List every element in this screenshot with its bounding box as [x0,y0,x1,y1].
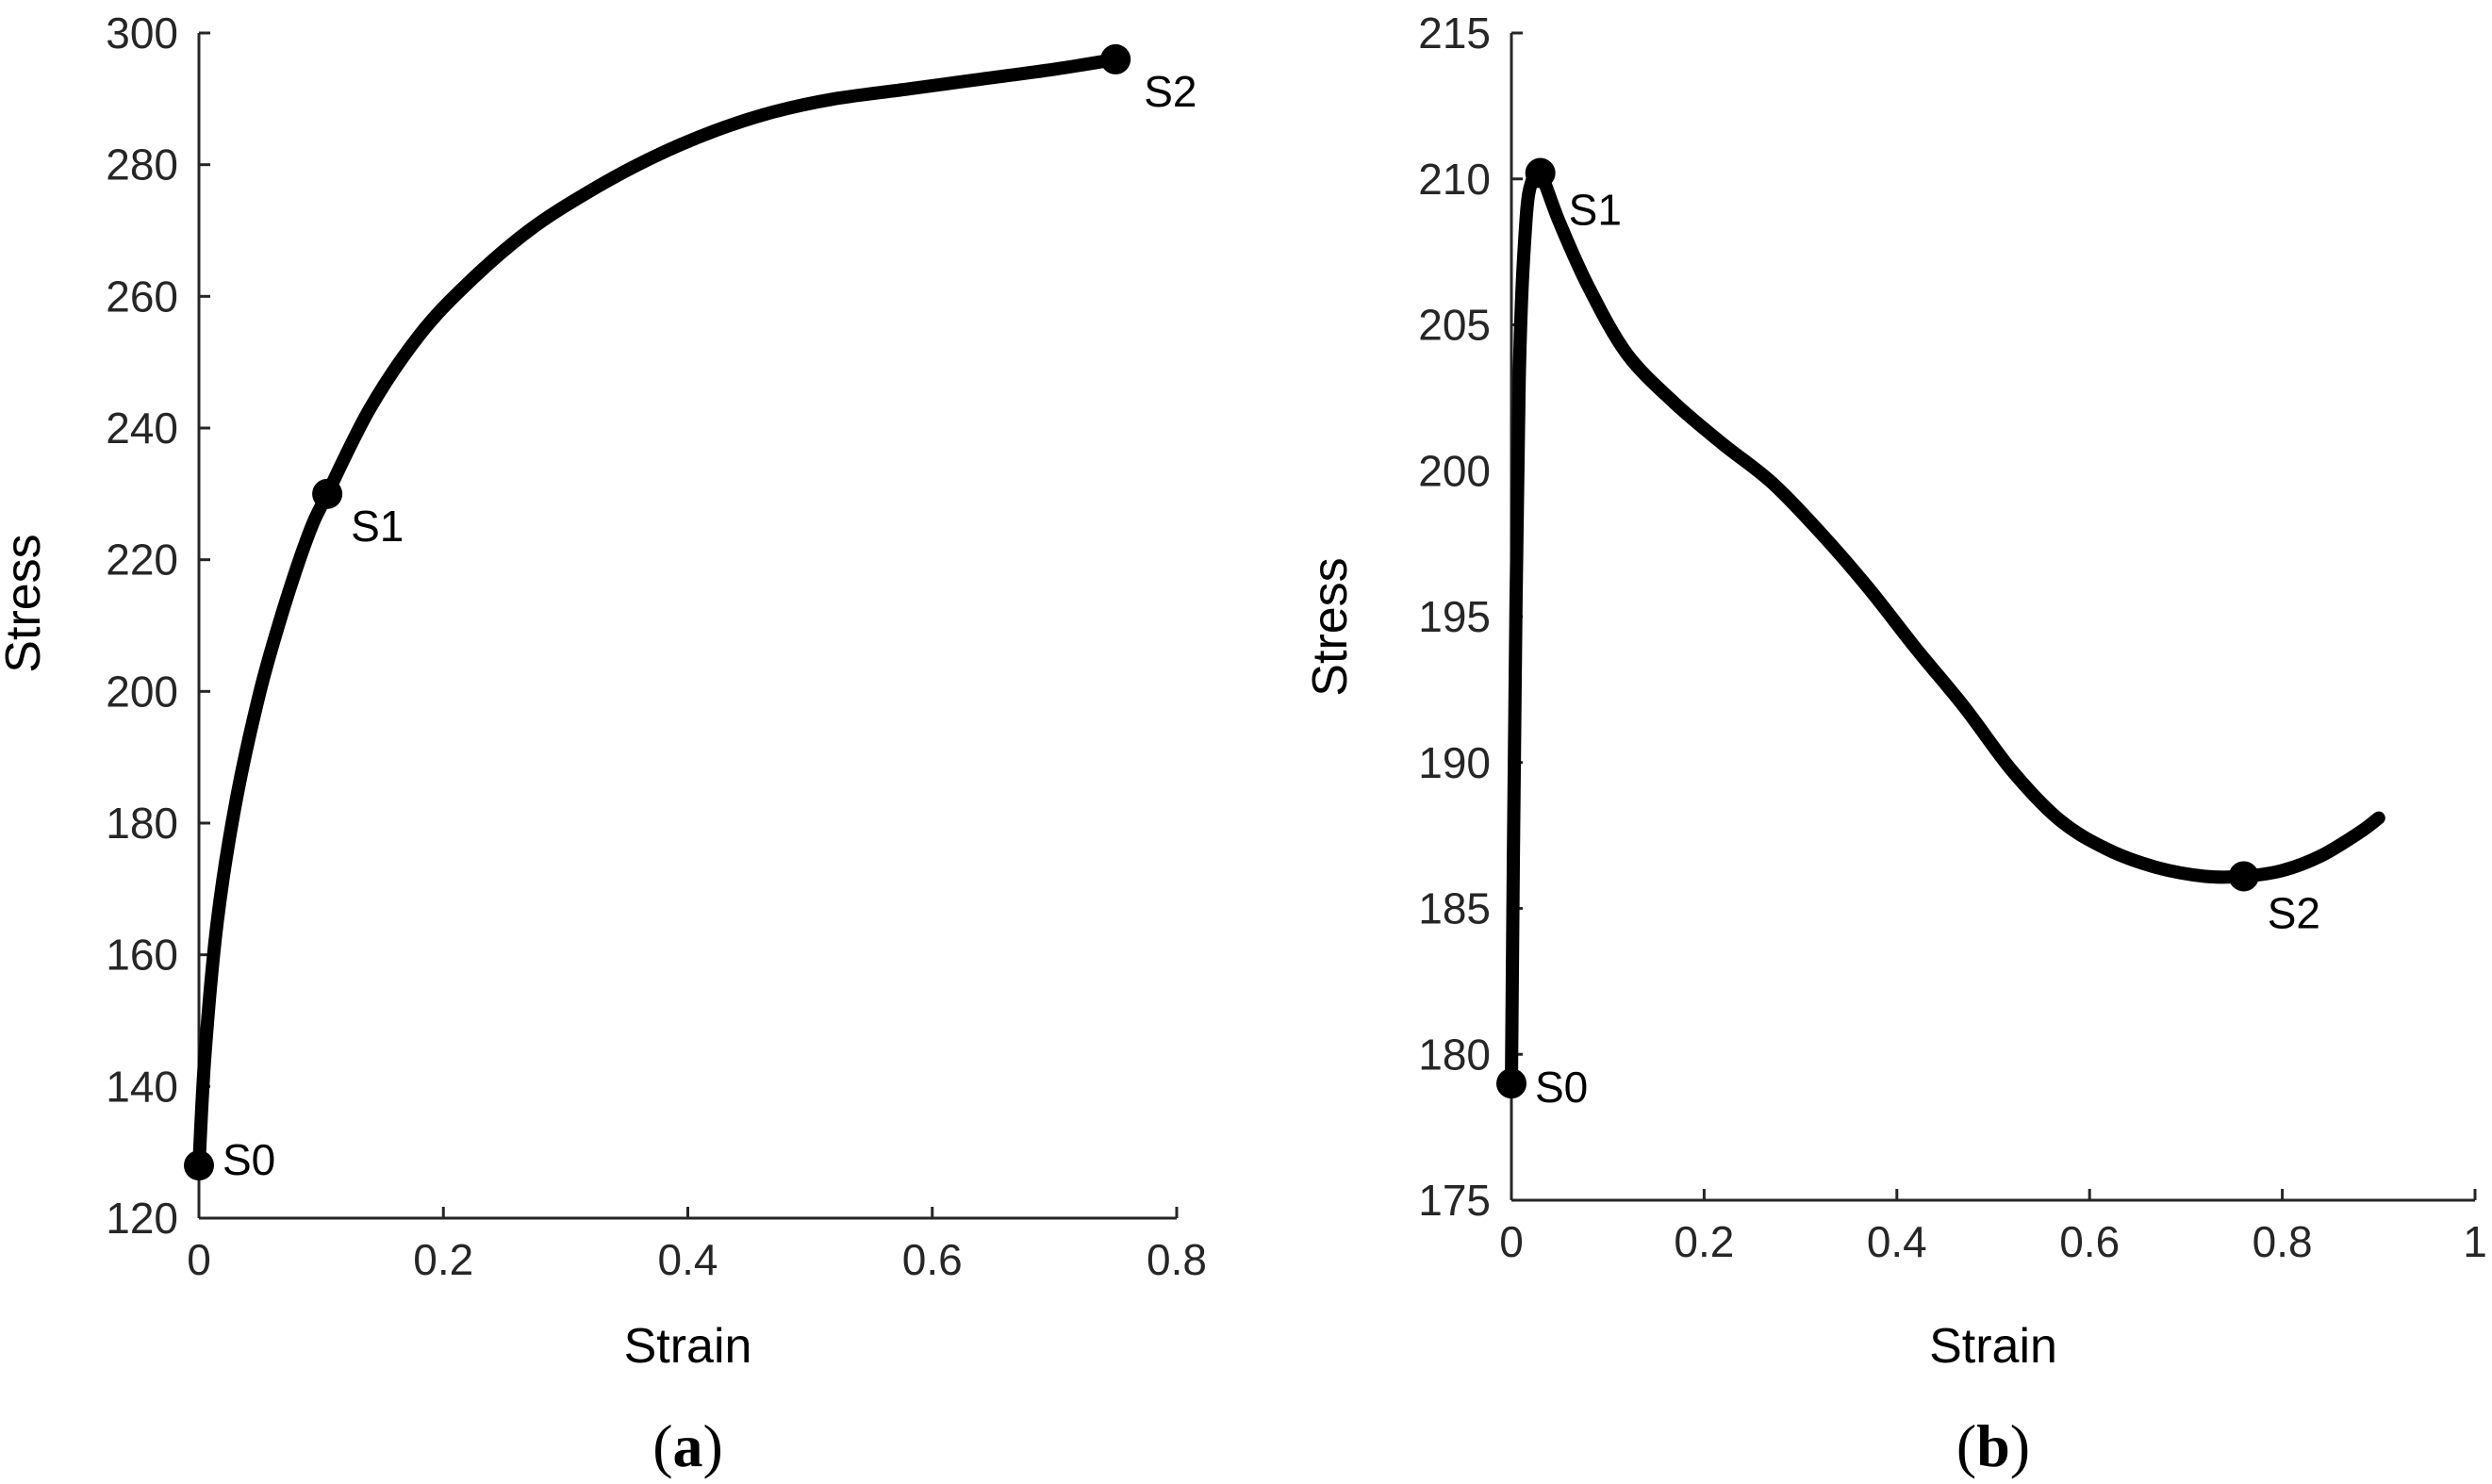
y-tick-label-a: 140 [106,1062,178,1111]
y-tick-label-b: 210 [1418,155,1491,204]
y-tick-label-a: 180 [106,799,178,848]
x-tick-label-a: 0.8 [1147,1235,1207,1284]
point-label-s2-b: S2 [2268,888,2320,937]
panel-label-a: (a) [652,1412,723,1479]
point-marker-s0-b [1496,1068,1527,1099]
point-marker-s2-b [2228,861,2259,892]
x-tick-label-b: 1 [2463,1217,2487,1266]
x-tick-label-a: 0 [187,1235,211,1284]
point-marker-s1-a [312,478,343,509]
chart-panel-a: 120 140 160 180 200 220 240 260 280 300 0 0.2 0.4 0.6… [0,8,1207,1479]
x-tick-label-b: 0.2 [1674,1217,1734,1266]
y-tick-label-a: 120 [106,1194,178,1243]
y-tick-label-b: 205 [1418,301,1491,350]
point-label-s0-b: S0 [1535,1063,1588,1112]
y-tick-label-a: 240 [106,404,178,453]
y-tick-label-b: 190 [1418,738,1491,787]
x-tick-label-a: 0.6 [902,1235,963,1284]
y-tick-label-a: 260 [106,272,178,321]
y-tick-label-a: 220 [106,536,178,585]
y-tick-label-b: 175 [1418,1176,1491,1225]
point-marker-s1-b [1525,157,1556,189]
y-tick-label-a: 280 [106,140,178,190]
point-label-s2-a: S2 [1144,67,1196,116]
point-label-s0-a: S0 [223,1135,275,1184]
y-tick-label-b: 195 [1418,592,1491,641]
y-tick-label-a: 160 [106,931,178,980]
y-axis-label-a: Stress [0,534,51,672]
point-marker-s0-a [184,1150,214,1181]
point-label-s1-a: S1 [351,502,404,551]
point-label-s1-b: S1 [1569,186,1622,235]
x-axis-label-b: Strain [1929,1319,2057,1374]
x-tick-label-a: 0.2 [413,1235,473,1284]
x-axis-label-a: Strain [624,1319,752,1374]
x-tick-label-b: 0.8 [2253,1217,2313,1266]
x-tick-label-a: 0.4 [658,1235,718,1284]
panel-label-b: (b) [1956,1412,2030,1479]
y-tick-label-b: 180 [1418,1030,1491,1079]
y-tick-label-b: 185 [1418,884,1491,933]
y-tick-label-a: 200 [106,667,178,716]
y-tick-label-a: 300 [106,8,178,58]
y-tick-label-b: 200 [1418,446,1491,495]
chart-panel-b: 175 180 185 190 195 200 205 210 215 0 0.2 0.4 0.6 0.8… [1303,8,2487,1479]
x-tick-label-b: 0 [1499,1217,1524,1266]
x-tick-label-b: 0.4 [1867,1217,1927,1266]
point-marker-s2-a [1100,43,1131,74]
series-line-b [1505,162,2385,1091]
y-tick-label-b: 215 [1418,8,1491,58]
x-tick-label-b: 0.6 [2059,1217,2120,1266]
series-line-a [192,52,1123,1173]
y-axis-label-b: Stress [1303,557,1358,696]
